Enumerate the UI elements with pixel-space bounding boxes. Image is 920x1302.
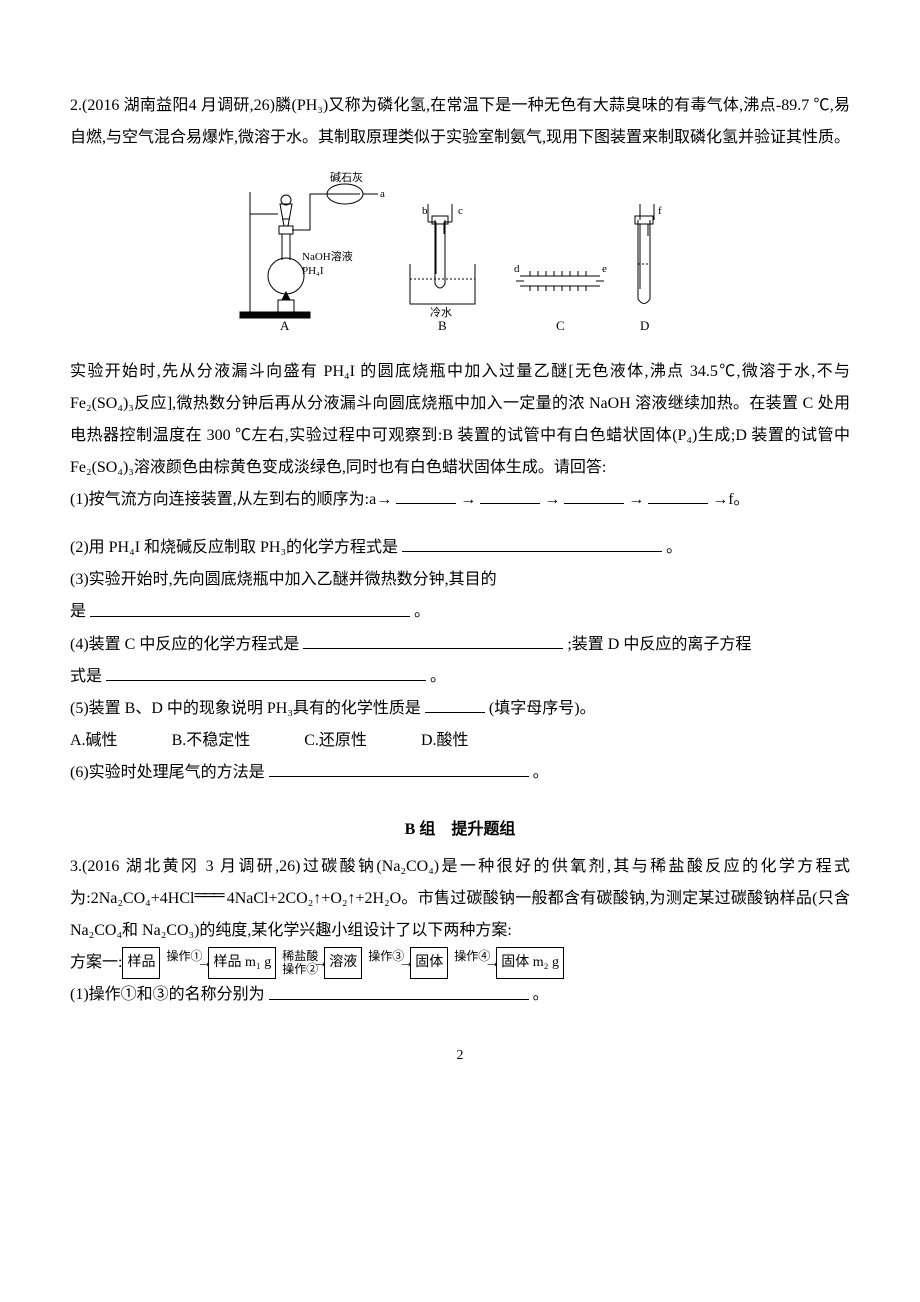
option-a: A.碱性: [70, 725, 118, 757]
arrow: →: [460, 491, 476, 508]
q2-part3a: (3)实验开始时,先向圆底烧瓶中加入乙醚并微热数分钟,其目的: [70, 564, 850, 596]
q2-part1-text: (1)按气流方向连接装置,从左到右的顺序为:a→: [70, 491, 392, 508]
blank: [269, 979, 529, 999]
blank: [90, 596, 410, 616]
scheme-box-5: 固体 m₂ g: [496, 947, 564, 979]
scheme-box-2: 样品 m₁ g: [208, 947, 276, 979]
q2-part3b: 是 。: [70, 596, 850, 628]
q2-part5-text: (5)装置 B、D 中的现象说明 PH₃具有的化学性质是: [70, 700, 421, 717]
svg-text:e: e: [602, 263, 607, 275]
q2-part6: (6)实验时处理尾气的方法是 。: [70, 757, 850, 789]
blank: [303, 629, 563, 649]
q2-part6-end: 。: [533, 764, 549, 781]
scheme-arrow-1: 操作①: [160, 950, 208, 976]
svg-text:A: A: [280, 318, 290, 333]
q2-part3b-text: 是: [70, 604, 86, 621]
blank: [269, 757, 529, 777]
q2-part4b-text: 式是: [70, 668, 102, 685]
blank: [564, 484, 624, 504]
q2-part4-end: 。: [430, 668, 446, 685]
q2-part1-end: →f。: [712, 491, 749, 508]
arrow-bot: [160, 963, 208, 976]
svg-text:C: C: [556, 318, 565, 333]
arrow-bot: [362, 963, 410, 976]
q2-part4a: (4)装置 C 中反应的化学方程式是 ;装置 D 中反应的离子方程: [70, 629, 850, 661]
spacer: [70, 516, 850, 532]
q2-part5: (5)装置 B、D 中的现象说明 PH₃具有的化学性质是 (填字母序号)。: [70, 693, 850, 725]
q2-part2: (2)用 PH₄I 和烧碱反应制取 PH₃的化学方程式是 。: [70, 532, 850, 564]
q3-part1-text: (1)操作①和③的名称分别为: [70, 987, 265, 1004]
svg-text:PH₄I: PH₄I: [302, 265, 324, 277]
q2-part6-text: (6)实验时处理尾气的方法是: [70, 764, 265, 781]
option-c: C.还原性: [304, 725, 367, 757]
page-number: 2: [70, 1042, 850, 1070]
svg-text:a: a: [380, 188, 385, 200]
scheme-arrow-4: 操作④: [448, 950, 496, 976]
blank: [480, 484, 540, 504]
q2-part2-end: 。: [666, 539, 682, 556]
scheme-1: 方案一: 样品 操作① 样品 m₁ g 稀盐酸 操作② 溶液 操作③ 固体 操作…: [70, 947, 850, 979]
blank: [425, 693, 485, 713]
svg-text:碱石灰: 碱石灰: [330, 170, 363, 184]
svg-text:B: B: [438, 318, 447, 333]
q3-part1-end: 。: [533, 987, 549, 1004]
option-d: D.酸性: [421, 725, 469, 757]
arrow-bot: 操作②: [276, 963, 324, 976]
eq-line: ═══: [194, 887, 222, 904]
q2-stem-2: 实验开始时,先从分液漏斗向盛有 PH₄I 的圆底烧瓶中加入过量乙醚[无色液体,沸…: [70, 356, 850, 484]
svg-text:c: c: [458, 205, 463, 217]
q2-options: A.碱性 B.不稳定性 C.还原性 D.酸性: [70, 725, 850, 757]
q2-part3-end: 。: [414, 604, 430, 621]
scheme-box-4: 固体: [410, 947, 448, 979]
svg-text:f: f: [658, 205, 662, 217]
scheme-label: 方案一:: [70, 947, 122, 979]
q2-part1: (1)按气流方向连接装置,从左到右的顺序为:a→ → → → →f。: [70, 484, 850, 516]
blank: [396, 484, 456, 504]
blank: [106, 661, 426, 681]
arrow: →: [544, 491, 560, 508]
svg-text:d: d: [514, 263, 520, 275]
svg-text:D: D: [640, 318, 649, 333]
scheme-box-3: 溶液: [324, 947, 362, 979]
option-b: B.不稳定性: [172, 725, 251, 757]
section-b-header: B 组 提升题组: [70, 814, 850, 846]
q3-stem: 3.(2016 湖北黄冈 3 月调研,26)过碳酸钠(Na₂CO₄)是一种很好的…: [70, 851, 850, 947]
svg-text:NaOH溶液: NaOH溶液: [302, 249, 353, 263]
apparatus-figure: 碱石灰 a NaOH溶液 PH₄I A b c: [70, 164, 850, 346]
q2-part4b: 式是 。: [70, 661, 850, 693]
q2-part2-text: (2)用 PH₄I 和烧碱反应制取 PH₃的化学方程式是: [70, 539, 398, 556]
q2-stem-1: 2.(2016 湖南益阳4 月调研,26)膦(PH₃)又称为磷化氢,在常温下是一…: [70, 90, 850, 154]
scheme-arrow-2: 稀盐酸 操作②: [276, 950, 324, 976]
arrow-bot: [448, 963, 496, 976]
blank: [402, 532, 662, 552]
svg-text:b: b: [422, 205, 428, 217]
q3-part1: (1)操作①和③的名称分别为 。: [70, 979, 850, 1011]
scheme-arrow-3: 操作③: [362, 950, 410, 976]
q2-part4-mid: ;装置 D 中反应的离子方程: [567, 636, 751, 653]
q2-part5-end: (填字母序号)。: [489, 700, 596, 717]
blank: [648, 484, 708, 504]
arrow: →: [628, 491, 644, 508]
q2-part4a-text: (4)装置 C 中反应的化学方程式是: [70, 636, 299, 653]
scheme-box-1: 样品: [122, 947, 160, 979]
